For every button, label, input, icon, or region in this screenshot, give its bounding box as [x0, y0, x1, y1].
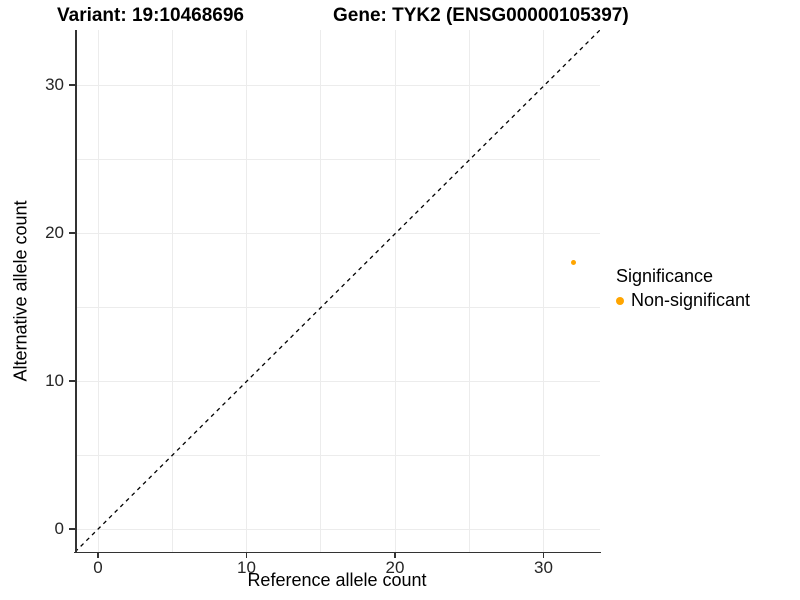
x-axis-line: [74, 551, 601, 553]
gridline-vertical: [543, 30, 544, 552]
legend-item: Non-significant: [616, 290, 750, 311]
y-tick-mark: [69, 84, 75, 86]
gridline-horizontal: [75, 380, 600, 382]
y-tick-label: 0: [54, 519, 64, 538]
legend-item-label: Non-significant: [631, 290, 751, 310]
legend: Significance Non-significant: [616, 266, 750, 311]
gridline-vertical: [394, 30, 396, 552]
y-axis-line: [75, 30, 77, 553]
gridline-vertical: [171, 30, 173, 552]
gridline-horizontal: [75, 232, 600, 234]
x-tick-mark: [97, 553, 99, 558]
gridline-horizontal: [75, 528, 600, 530]
gridline-vertical: [97, 30, 99, 552]
y-tick-label: 20: [45, 223, 64, 242]
identity-line-layer: [75, 30, 600, 552]
legend-point-icon: [616, 296, 624, 305]
y-tick-label: 10: [45, 371, 64, 390]
x-tick-label: 0: [93, 558, 103, 577]
y-tick-label: 30: [45, 75, 64, 94]
gene-title: Gene: TYK2 (ENSG00000105397): [333, 5, 629, 26]
x-tick-mark: [542, 553, 545, 558]
x-tick-mark: [394, 553, 396, 558]
variant-title: Variant: 19:10468696: [57, 5, 244, 26]
y-tick-mark: [69, 232, 75, 234]
x-tick-mark: [245, 553, 248, 558]
data-point: [570, 260, 576, 266]
x-tick-label: 30: [534, 558, 553, 577]
gridline-horizontal: [75, 84, 600, 86]
y-tick-mark: [69, 528, 75, 530]
x-axis-label: Reference allele count: [247, 570, 427, 590]
gridline-horizontal: [75, 158, 600, 160]
gridline-horizontal: [75, 454, 600, 456]
plot-panel: [75, 30, 600, 552]
y-tick-mark: [69, 380, 75, 382]
identity-dashed-line: [75, 30, 600, 552]
gridline-vertical: [246, 30, 247, 552]
gridline-horizontal: [75, 306, 600, 308]
gridline-vertical: [468, 30, 470, 552]
x-tick-label: 20: [385, 558, 405, 577]
legend-title: Significance: [616, 266, 714, 286]
gridline-vertical: [320, 30, 322, 552]
x-tick-label: 10: [237, 558, 256, 577]
